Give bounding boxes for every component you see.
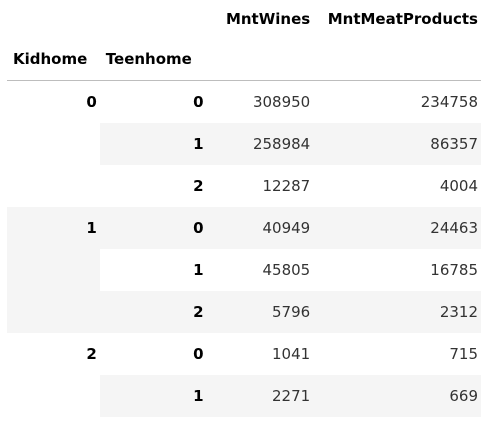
cell-mntmeatproducts: 16785 <box>430 260 478 279</box>
cell-mntwines: 258984 <box>206 122 314 165</box>
cell-mntmeatproducts: 715 <box>449 344 478 363</box>
index-kidhome: 2 <box>7 332 100 417</box>
index-teenhome: 1 <box>193 260 204 279</box>
table-row: 2 5796 2312 <box>7 290 481 333</box>
header-blank <box>207 38 314 81</box>
table-row: 1 45805 16785 <box>7 249 481 291</box>
dataframe-table: MntWines MntMeatProducts Kidhome Teenhom… <box>7 0 481 417</box>
table-row: 1 0 40949 24463 <box>7 206 481 333</box>
table-row: 0 0 308950 234758 <box>7 80 481 207</box>
table-body: 0 0 308950 234758 1 258984 86357 2 12287… <box>7 80 481 417</box>
header-blank <box>313 38 481 81</box>
index-teenhome: 1 <box>99 122 207 165</box>
cell-mntwines: 308950 <box>252 92 311 111</box>
cell-mntwines: 12287 <box>262 176 311 195</box>
index-name-row: Kidhome Teenhome <box>7 38 481 81</box>
index-name-kidhome: Kidhome <box>13 50 88 68</box>
header-blank <box>100 0 207 38</box>
cell-mntmeatproducts: 2312 <box>313 290 481 333</box>
index-teenhome: 1 <box>99 374 207 417</box>
table-row: 1 2271 669 <box>7 374 481 417</box>
cell-mntmeatproducts: 86357 <box>313 122 481 165</box>
index-name-teenhome: Teenhome <box>105 50 192 68</box>
cell-mntwines: 45805 <box>262 260 311 279</box>
index-teenhome: 0 <box>193 92 204 111</box>
index-teenhome: 0 <box>193 344 204 363</box>
cell-mntwines: 2271 <box>206 374 314 417</box>
table-header: MntWines MntMeatProducts Kidhome Teenhom… <box>7 0 481 81</box>
index-teenhome: 0 <box>99 206 207 249</box>
table-row: 2 0 1041 715 <box>7 332 481 417</box>
table-row: 1 258984 86357 <box>7 122 481 165</box>
cell-mntwines: 5796 <box>206 290 314 333</box>
column-header-row: MntWines MntMeatProducts <box>7 0 481 38</box>
index-teenhome: 2 <box>99 290 207 333</box>
index-teenhome: 2 <box>193 176 204 195</box>
table-row: 2 12287 4004 <box>7 165 481 207</box>
cell-mntwines: 40949 <box>206 206 314 249</box>
cell-mntmeatproducts: 4004 <box>439 176 478 195</box>
cell-mntmeatproducts: 24463 <box>313 206 481 249</box>
cell-mntmeatproducts: 669 <box>313 374 481 417</box>
column-header-mntmeatproducts: MntMeatProducts <box>327 10 478 28</box>
header-blank <box>7 0 100 38</box>
column-header-mntwines: MntWines <box>225 10 311 28</box>
cell-mntwines: 1041 <box>272 344 311 363</box>
index-kidhome: 0 <box>7 80 100 207</box>
index-kidhome: 1 <box>7 206 100 333</box>
cell-mntmeatproducts: 234758 <box>420 92 478 111</box>
